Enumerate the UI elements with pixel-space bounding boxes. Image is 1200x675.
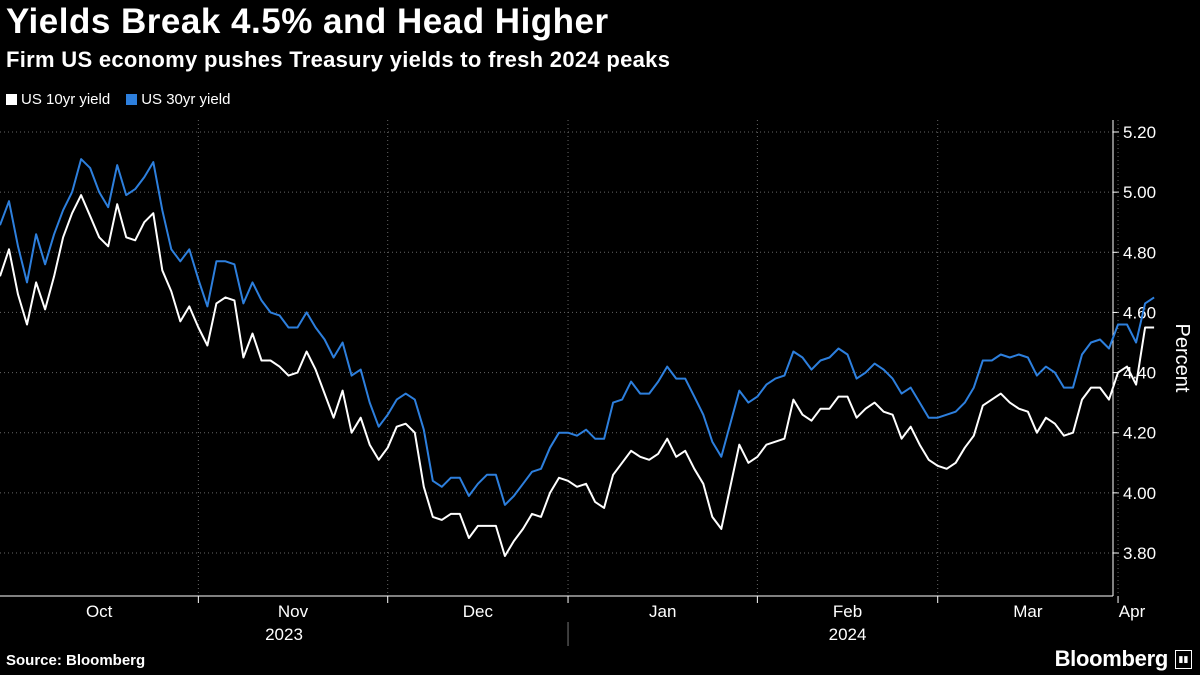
bloomberg-terminal-icon: ▮▮ [1175, 650, 1192, 669]
x-year-label: 2024 [829, 625, 867, 644]
y-axis-title: Percent [1171, 324, 1193, 393]
y-tick-label: 4.20 [1123, 424, 1156, 443]
bloomberg-logo: Bloomberg [1054, 646, 1169, 671]
x-month-label: Apr [1119, 602, 1146, 621]
y-tick-label: 4.60 [1123, 303, 1156, 322]
x-month-label: Feb [833, 602, 862, 621]
chart-subtitle: Firm US economy pushes Treasury yields t… [6, 47, 671, 72]
x-month-label: Mar [1013, 602, 1043, 621]
y-tick-label: 4.00 [1123, 484, 1156, 503]
legend: US 10yr yield US 30yr yield [6, 91, 230, 108]
x-month-label: Oct [86, 602, 113, 621]
y-tick-label: 3.80 [1123, 544, 1156, 563]
y-tick-label: 4.80 [1123, 243, 1156, 262]
y-tick-label: 5.20 [1123, 123, 1156, 142]
x-year-label: 2023 [265, 625, 303, 644]
y-tick-label: 4.40 [1123, 364, 1156, 383]
source-note: Source: Bloomberg [6, 652, 146, 669]
x-month-label: Nov [278, 602, 309, 621]
x-month-label: Dec [463, 602, 494, 621]
chart-title: Yields Break 4.5% and Head Higher [6, 2, 609, 41]
legend-label-30yr: US 30yr yield [141, 91, 231, 108]
legend-swatch-30yr [126, 94, 138, 105]
legend-swatch-10yr [6, 94, 17, 105]
series-line-10yr [0, 194, 1155, 557]
legend-item-10yr[interactable]: US 10yr yield [6, 91, 110, 108]
y-tick-label: 5.00 [1123, 183, 1156, 202]
legend-item-30yr[interactable]: US 30yr yield [126, 91, 230, 108]
legend-label-10yr: US 10yr yield [21, 91, 111, 108]
series-line-30yr [0, 158, 1155, 506]
x-month-label: Jan [649, 602, 676, 621]
